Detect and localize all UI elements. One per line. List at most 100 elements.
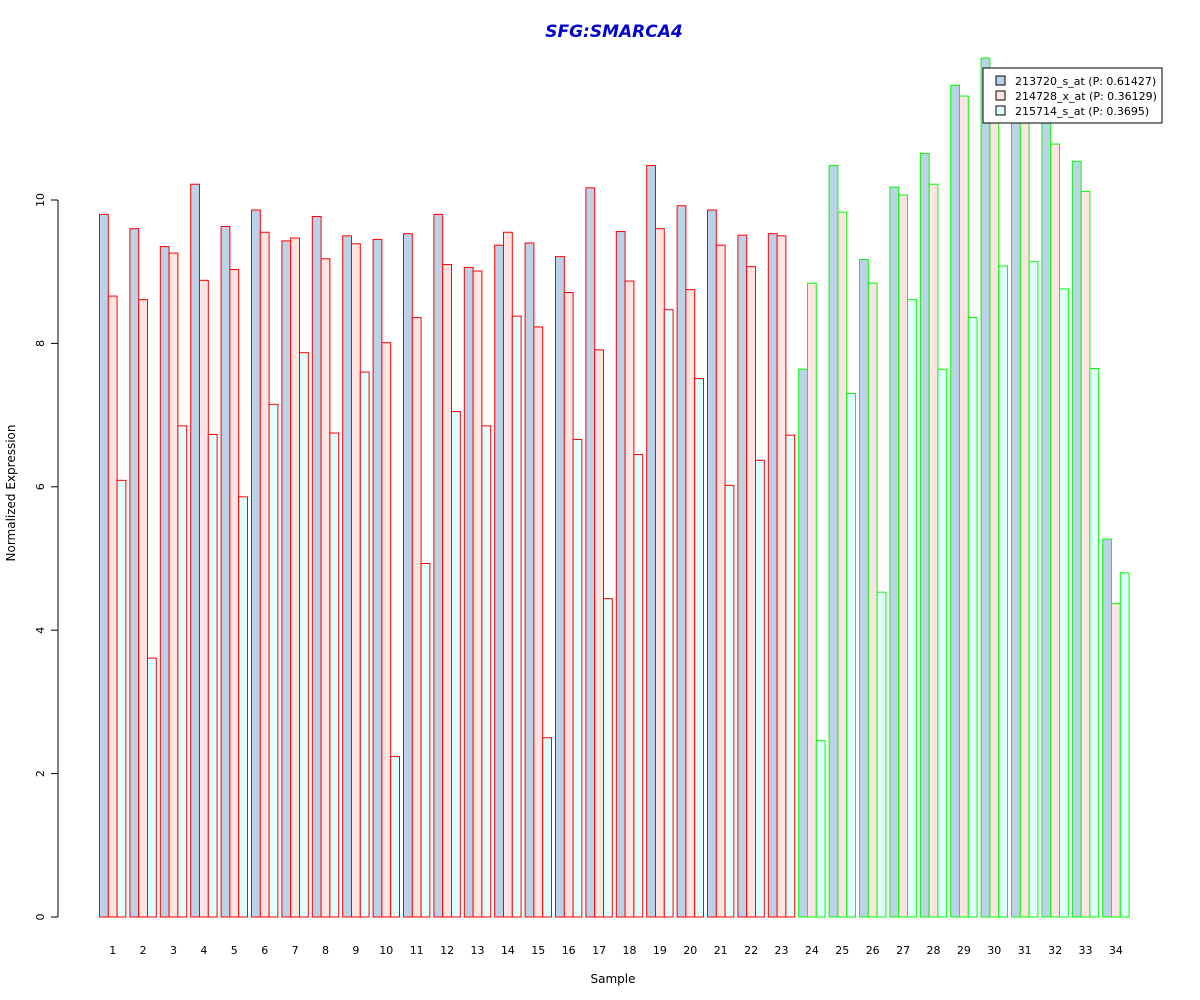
bar [928,183,939,918]
bar [207,433,218,918]
bar [199,279,209,918]
x-axis-label: Sample [591,972,636,986]
x-tick-label: 12 [440,944,454,957]
x-tick-label: 1 [109,944,116,957]
bar [1080,190,1091,918]
x-tick-label: 25 [835,944,849,957]
x-tick-label: 21 [714,944,728,957]
y-tick-label: 0 [34,914,47,921]
bar [828,165,839,918]
bar [663,309,674,918]
bar [138,299,148,918]
bar [585,187,596,918]
bar [99,213,109,918]
bar [980,57,991,918]
bar [1071,160,1082,918]
bar [989,113,1000,918]
bar [320,258,331,918]
legend-label: 215714_s_at (P: 0.3695) [1015,105,1149,118]
bar [268,403,279,918]
bar [359,371,370,918]
y-tick-label: 4 [34,627,47,634]
bar [381,342,392,918]
bar [542,737,553,918]
bar [329,432,340,918]
bar [511,315,522,918]
bar [433,213,444,918]
bar [177,425,188,918]
x-tick-label: 30 [987,944,1001,957]
bar [524,242,535,918]
y-axis: 0 2 4 6 8 10 [34,193,59,921]
x-tick-label: 7 [292,944,299,957]
bar [615,231,626,918]
bar [451,411,461,918]
bar [342,235,353,918]
y-tick-label: 6 [34,483,47,490]
legend-label: 214728_x_at (P: 0.36129) [1015,90,1157,103]
x-tick-label: 15 [531,944,545,957]
bar [846,393,857,918]
bar [1102,538,1112,918]
bar [372,238,383,918]
bar [724,484,735,918]
bar [715,244,726,918]
bar [159,246,170,918]
bar [442,264,453,918]
bar [798,368,809,918]
bar [1011,109,1021,918]
chart-title: SFG:SMARCA4 [545,22,682,42]
bar [1050,143,1060,918]
legend-label: 213720_s_at (P: 0.61427) [1015,75,1156,88]
legend: 213720_s_at (P: 0.61427) 214728_x_at (P: … [982,67,1163,124]
bar [555,256,565,918]
bar [919,152,930,918]
x-tick-label: 11 [410,944,424,957]
bar [1019,120,1030,918]
bar [950,84,961,918]
bar [815,740,826,918]
bar [481,425,492,918]
bar [746,266,757,918]
x-tick-label: 14 [501,944,515,957]
bar [837,211,848,918]
x-tick-label: 24 [805,944,819,957]
bar [494,244,505,918]
x-tick-label: 29 [957,944,971,957]
bar [685,289,696,918]
bar [563,291,574,918]
x-tick-label: 33 [1079,944,1093,957]
bar [889,186,900,918]
x-tick-labels: 1 2 3 4 5 6 7 8 9 10 11 12 13 14 15 16 17 18 19 20 21 22 23 24 2… [109,944,1123,957]
bar [299,352,309,918]
bar [859,259,869,918]
x-tick-label: 16 [562,944,576,957]
bar [463,266,474,918]
bar [959,95,969,918]
bar [624,280,635,918]
bar [1119,572,1130,918]
x-tick-label: 3 [170,944,177,957]
bar [311,215,322,918]
x-tick-label: 32 [1048,944,1062,957]
x-tick-label: 20 [683,944,697,957]
bars [99,57,1130,918]
x-tick-label: 23 [775,944,789,957]
x-tick-label: 9 [352,944,359,957]
bar [290,237,301,918]
bar [168,252,179,918]
bar [898,194,909,918]
bar [967,317,978,918]
bar [646,165,657,918]
x-tick-label: 13 [471,944,485,957]
bar [351,243,361,918]
bar [390,755,401,918]
x-tick-label: 28 [927,944,941,957]
bar [403,233,413,918]
bar [785,434,796,918]
bar [1089,367,1100,918]
x-tick-label: 18 [623,944,637,957]
x-tick-label: 17 [592,944,606,957]
bar [116,479,127,918]
x-tick-label: 10 [379,944,393,957]
